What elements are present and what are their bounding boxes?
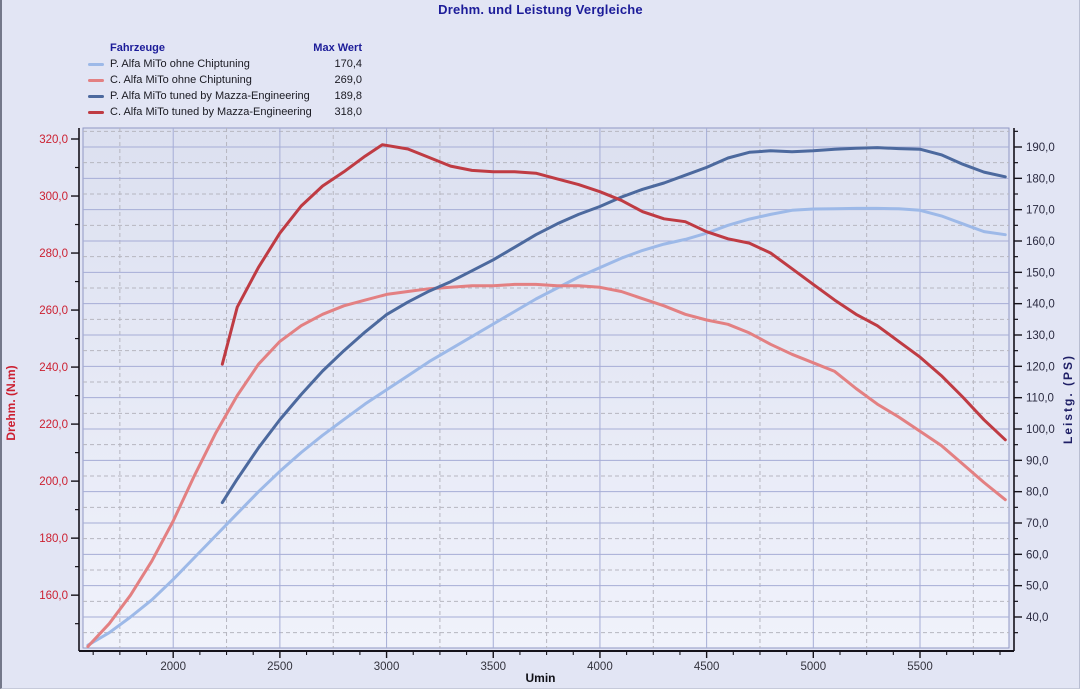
legend-header: Fahrzeuge Max Wert — [88, 40, 362, 56]
y-right-tick-label: 100,0 — [1026, 424, 1055, 436]
legend-color-swatch — [88, 78, 104, 82]
x-tick-label: 4000 — [587, 661, 613, 673]
y-right-tick-label: 90,0 — [1026, 455, 1048, 467]
y-right-tick-label: 60,0 — [1026, 549, 1048, 561]
legend-header-vehicles: Fahrzeuge — [110, 42, 166, 54]
series-curve — [220, 143, 1007, 442]
y-left-tick-label: 280,0 — [39, 248, 68, 260]
y-left-tick-label: 160,0 — [39, 590, 68, 602]
y-left-tick-label: 200,0 — [39, 476, 68, 488]
legend-color-swatch — [88, 94, 104, 98]
y-right-tick-label: 140,0 — [1026, 299, 1055, 311]
y-left-tick-label: 320,0 — [39, 134, 68, 146]
legend-item-label: C. Alfa MiTo ohne Chiptuning — [110, 74, 252, 86]
x-tick-label: 2500 — [267, 661, 293, 673]
legend-item: P. Alfa MiTo tuned by Mazza-Engineering 1… — [88, 88, 362, 104]
legend-item-max-value: 189,8 — [334, 90, 362, 102]
series-curve — [86, 206, 1007, 647]
y-right-tick-label: 70,0 — [1026, 518, 1048, 530]
legend: Fahrzeuge Max Wert P. Alfa MiTo ohne Chi… — [88, 40, 362, 120]
legend-item-label: P. Alfa MiTo ohne Chiptuning — [110, 58, 250, 70]
x-tick-label: 3500 — [480, 661, 506, 673]
x-tick-label: 3000 — [374, 661, 400, 673]
y-right-tick-label: 160,0 — [1026, 236, 1055, 248]
y-right-tick-label: 150,0 — [1026, 267, 1055, 279]
plot-grid-and-series — [83, 128, 1009, 648]
legend-color-swatch — [88, 110, 104, 114]
legend-item-max-value: 170,4 — [334, 58, 362, 70]
x-tick-label: 5000 — [801, 661, 827, 673]
y-left-tick-label: 260,0 — [39, 305, 68, 317]
legend-item: C. Alfa MiTo ohne Chiptuning 269,0 — [88, 72, 362, 88]
x-tick-label: 5500 — [907, 661, 933, 673]
legend-item-label: C. Alfa MiTo tuned by Mazza-Engineering — [110, 106, 312, 118]
y-right-tick-label: 50,0 — [1026, 581, 1048, 593]
legend-item-max-value: 269,0 — [334, 74, 362, 86]
y-right-tick-label: 130,0 — [1026, 330, 1055, 342]
series-curve — [86, 282, 1007, 648]
legend-item: C. Alfa MiTo tuned by Mazza-Engineering 3… — [88, 104, 362, 120]
legend-header-max: Max Wert — [313, 42, 362, 54]
y-right-tick-label: 40,0 — [1026, 612, 1048, 624]
series-curve — [220, 146, 1007, 505]
x-tick-label: 2000 — [160, 661, 186, 673]
legend-color-swatch — [88, 62, 104, 66]
y-right-tick-label: 180,0 — [1026, 173, 1055, 185]
y-right-tick-label: 110,0 — [1026, 393, 1054, 405]
y-left-tick-label: 180,0 — [39, 533, 68, 545]
y-right-tick-label: 120,0 — [1026, 361, 1055, 373]
y-left-tick-label: 300,0 — [39, 191, 68, 203]
x-tick-label: 4500 — [694, 661, 720, 673]
page-title: Drehm. und Leistung Vergleiche — [438, 2, 643, 17]
plot-area — [82, 127, 1010, 649]
legend-item-max-value: 318,0 — [334, 106, 362, 118]
y-left-tick-label: 220,0 — [39, 419, 68, 431]
x-axis-title: Umin — [525, 671, 556, 685]
left-axis-title: Drehm. (N.m) — [4, 365, 18, 441]
y-right-tick-label: 80,0 — [1026, 487, 1048, 499]
right-axis-title: Leistg. (PS) — [1061, 354, 1075, 445]
legend-item-label: P. Alfa MiTo tuned by Mazza-Engineering — [110, 90, 310, 102]
y-right-tick-label: 170,0 — [1026, 205, 1055, 217]
y-left-tick-label: 240,0 — [39, 362, 68, 374]
legend-item: P. Alfa MiTo ohne Chiptuning 170,4 — [88, 56, 362, 72]
y-right-tick-label: 190,0 — [1026, 142, 1055, 154]
